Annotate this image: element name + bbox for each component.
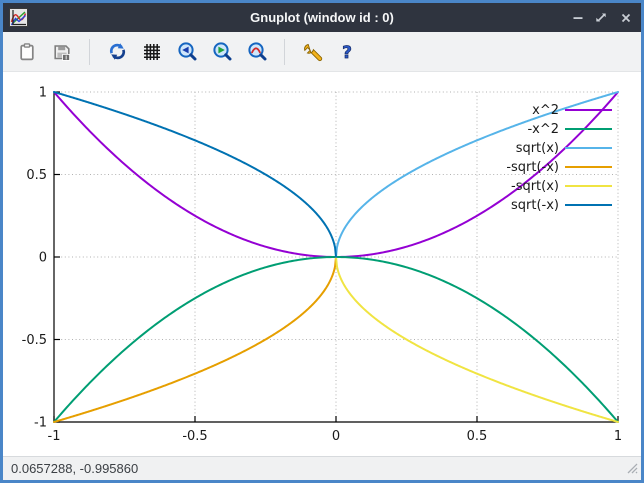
- settings-wrench-icon: [303, 43, 322, 62]
- toolbar-separator: [89, 38, 90, 65]
- restore-icon: [596, 13, 606, 22]
- x-tick-label: 0: [332, 429, 340, 444]
- statusbar: 0.0657288, -0.995860: [3, 456, 641, 480]
- restore-button[interactable]: [593, 9, 610, 26]
- svg-text:?: ?: [342, 43, 352, 62]
- help-button[interactable]: ?: [335, 40, 359, 64]
- settings-button[interactable]: [300, 40, 324, 64]
- clipboard-icon: [20, 42, 34, 60]
- legend-label: sqrt(x): [516, 141, 559, 156]
- plot-canvas[interactable]: -1 -0.5 0 0.5 1 -1 -0.5 0 0.5 1 x^2 -x^2 sqrt(x) -sqr…: [3, 72, 641, 456]
- zoom-next-icon: [212, 42, 231, 61]
- grid-icon: [144, 43, 160, 60]
- toolbar: I: [3, 32, 641, 72]
- y-tick-label: 0: [39, 251, 47, 266]
- y-tick-label: 1: [39, 86, 47, 101]
- legend-label: -sqrt(-x): [506, 160, 559, 175]
- x-tick-label: -0.5: [182, 429, 207, 444]
- legend-label: x^2: [532, 103, 559, 118]
- replot-button[interactable]: [105, 40, 129, 64]
- curve-sqrt(x): [335, 91, 619, 258]
- save-image-icon: I: [54, 44, 71, 61]
- gnuplot-logo-icon: [9, 8, 28, 27]
- legend-label: -x^2: [527, 122, 559, 137]
- x-tick-label: -1: [48, 429, 61, 444]
- autoscale-icon: [247, 42, 266, 61]
- curve--sqrt(x): [335, 256, 619, 423]
- zoom-next-button[interactable]: [210, 40, 234, 64]
- titlebar[interactable]: Gnuplot (window id : 0): [3, 3, 641, 32]
- resize-grip-icon[interactable]: [624, 460, 639, 478]
- close-icon: [621, 13, 630, 22]
- x-tick-label: 0.5: [467, 429, 488, 444]
- window-title: Gnuplot (window id : 0): [250, 10, 394, 25]
- close-button[interactable]: [617, 9, 634, 26]
- toggle-grid-button[interactable]: [140, 40, 164, 64]
- cursor-coordinates: 0.0657288, -0.995860: [11, 461, 139, 476]
- autoscale-button[interactable]: [245, 40, 269, 64]
- refresh-icon: [109, 43, 125, 60]
- y-tick-label: -1: [34, 416, 47, 431]
- minimize-icon: [573, 16, 582, 19]
- curve--sqrt(-x): [53, 256, 337, 423]
- copy-to-clipboard-button[interactable]: [15, 40, 39, 64]
- minimize-button[interactable]: [569, 9, 586, 26]
- export-image-button[interactable]: I: [50, 40, 74, 64]
- y-tick-label: -0.5: [22, 333, 47, 348]
- x-tick-label: 1: [614, 429, 622, 444]
- y-tick-label: 0.5: [26, 168, 47, 183]
- plot-svg[interactable]: -1 -0.5 0 0.5 1 -1 -0.5 0 0.5 1 x^2 -x^2 sqrt(x) -sqr…: [3, 72, 641, 456]
- legend-label: -sqrt(x): [511, 179, 559, 194]
- help-icon: ?: [342, 42, 353, 62]
- zoom-previous-icon: [177, 42, 196, 61]
- toolbar-separator: [284, 38, 285, 65]
- legend-label: sqrt(-x): [511, 198, 559, 213]
- zoom-previous-button[interactable]: [175, 40, 199, 64]
- curve-sqrt(-x): [53, 91, 337, 258]
- svg-text:I: I: [65, 55, 67, 61]
